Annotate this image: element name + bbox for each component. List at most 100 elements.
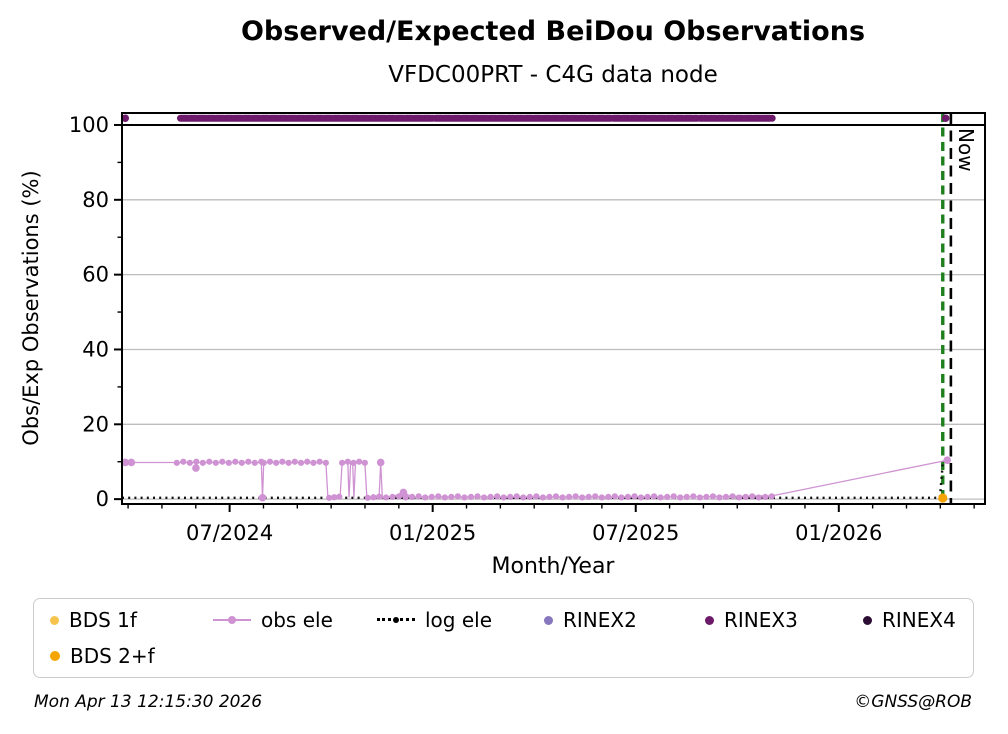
- x-tick-label: 01/2025: [389, 521, 476, 545]
- x-tick-label: 07/2025: [592, 521, 679, 545]
- obs-ele-dot: [266, 458, 274, 465]
- x-axis-label: Month/Year: [491, 554, 615, 579]
- obs-ele-dot: [664, 493, 671, 500]
- obs-ele-dot: [592, 493, 599, 500]
- series-log-ele: [122, 463, 944, 500]
- obs-ele-dot: [631, 493, 638, 500]
- obs-ele-dot: [441, 494, 448, 501]
- obs-ele-dot: [513, 493, 520, 500]
- legend-label: RINEX3: [724, 608, 798, 632]
- legend-label: BDS 2+f: [70, 644, 155, 668]
- obs-ele-dot: [709, 493, 717, 500]
- obs-ele-dot: [768, 493, 775, 500]
- obs-ele-dot: [206, 458, 213, 465]
- plot-frame: [121, 112, 986, 505]
- obs-ele-dot: [559, 494, 566, 501]
- legend-label: BDS 1f: [69, 608, 137, 632]
- obs-ele-dot: [611, 493, 618, 500]
- obs-ele-dot: [399, 488, 408, 497]
- obs-ele-dot: [364, 494, 371, 501]
- obs-ele-dot: [742, 493, 749, 500]
- obs-ele-dot: [121, 458, 130, 467]
- obs-ele-dot: [507, 493, 514, 500]
- obs-ele-dot: [375, 493, 383, 500]
- legend-item-rinex3: RINEX3: [705, 608, 798, 632]
- y-tick-label: 80: [82, 188, 109, 212]
- chart-subtitle: VFDC00PRT - C4G data node: [388, 62, 718, 88]
- obs-ele-dot: [285, 459, 292, 466]
- obs-ele-dot: [344, 458, 351, 465]
- obs-ele-dot: [637, 494, 645, 501]
- obs-ele-dot: [533, 493, 540, 500]
- legend-label: RINEX4: [882, 608, 956, 632]
- obs-ele-dot: [186, 459, 193, 466]
- obs-ele-marker-icon: [213, 615, 251, 625]
- obs-ele-dot: [428, 493, 435, 500]
- obs-ele-dot: [703, 493, 710, 500]
- obs-ele-dot: [624, 493, 632, 500]
- bds-2f-dot: [938, 493, 948, 503]
- obs-ele-dot: [225, 459, 232, 466]
- rinex3-dot: [941, 114, 950, 123]
- obs-ele-dot: [552, 493, 560, 500]
- obs-ele-dot: [454, 493, 462, 500]
- obs-ele-dot: [310, 459, 317, 466]
- obs-ele-dot: [376, 458, 385, 467]
- obs-ele-dot: [127, 458, 136, 467]
- y-tick-label: 0: [96, 487, 109, 511]
- y-tick-label: 20: [82, 412, 109, 436]
- obs-ele-dot: [467, 493, 475, 500]
- chart-title: Observed/Expected BeiDou Observations: [240, 16, 866, 47]
- obs-ele-dot: [650, 493, 658, 500]
- obs-ele-dot: [350, 459, 357, 466]
- obs-ele-dot: [382, 494, 390, 501]
- obs-ele-dot: [279, 458, 286, 465]
- obs-ele-dot: [192, 464, 200, 472]
- obs-ele-dot: [579, 494, 586, 501]
- obs-ele-dot: [716, 494, 723, 501]
- obs-ele-dot: [370, 494, 377, 501]
- obs-ele-dot: [943, 456, 952, 465]
- obs-ele-dot: [572, 493, 579, 500]
- obs-ele-dot: [755, 494, 762, 501]
- obs-ele-dot: [415, 493, 422, 500]
- obs-ele-dot: [232, 458, 239, 465]
- legend-item-rinex2: RINEX2: [544, 608, 637, 632]
- obs-ele-dot: [316, 458, 323, 465]
- obs-ele-dot: [260, 459, 267, 466]
- x-tick-label: 01/2026: [795, 521, 882, 545]
- plot-area: 07/2024 01/2025 07/2025 01/2026 0 20 40 60 80 100…: [69, 112, 986, 545]
- obs-ele-dot: [304, 458, 311, 465]
- legend-item-bds-2f: BDS 2+f: [50, 644, 155, 668]
- obs-ele-dot: [336, 493, 343, 500]
- obs-ele-dot: [273, 459, 280, 466]
- obs-ele-dot: [546, 493, 553, 500]
- obs-ele-dot: [696, 494, 703, 501]
- obs-ele-dot: [322, 459, 329, 466]
- legend-item-log-ele: log ele: [377, 608, 492, 632]
- obs-ele-dot: [735, 494, 743, 501]
- obs-ele-dot: [690, 493, 697, 500]
- copyright-notice: ©GNSS@ROB: [854, 692, 972, 712]
- legend-label: RINEX2: [563, 608, 637, 632]
- obs-ele-dot: [657, 494, 664, 501]
- obs-ele-dot: [356, 458, 363, 465]
- log-ele-marker-icon: [377, 615, 415, 625]
- obs-ele-dot: [361, 459, 368, 466]
- obs-ele-dot: [258, 493, 267, 502]
- x-tick-label: 07/2024: [186, 521, 273, 545]
- y-tick-label: 40: [82, 337, 109, 361]
- plot-timestamp: Mon Apr 13 12:15:30 2026: [34, 692, 263, 712]
- rinex3-marker-icon: [705, 615, 714, 625]
- obs-ele-dot: [644, 493, 651, 500]
- obs-ele-dot: [389, 493, 396, 500]
- obs-ele-dot: [291, 458, 298, 465]
- obs-ele-dot: [173, 459, 180, 466]
- obs-ele-dot: [251, 459, 258, 466]
- obs-ele-dot: [409, 493, 416, 500]
- obs-ele-dot: [749, 493, 756, 500]
- series-obs-ele-line: [125, 459, 948, 499]
- obs-ele-dot: [339, 459, 346, 466]
- obs-ele-dot: [526, 493, 533, 500]
- rinex4-marker-icon: [863, 615, 872, 625]
